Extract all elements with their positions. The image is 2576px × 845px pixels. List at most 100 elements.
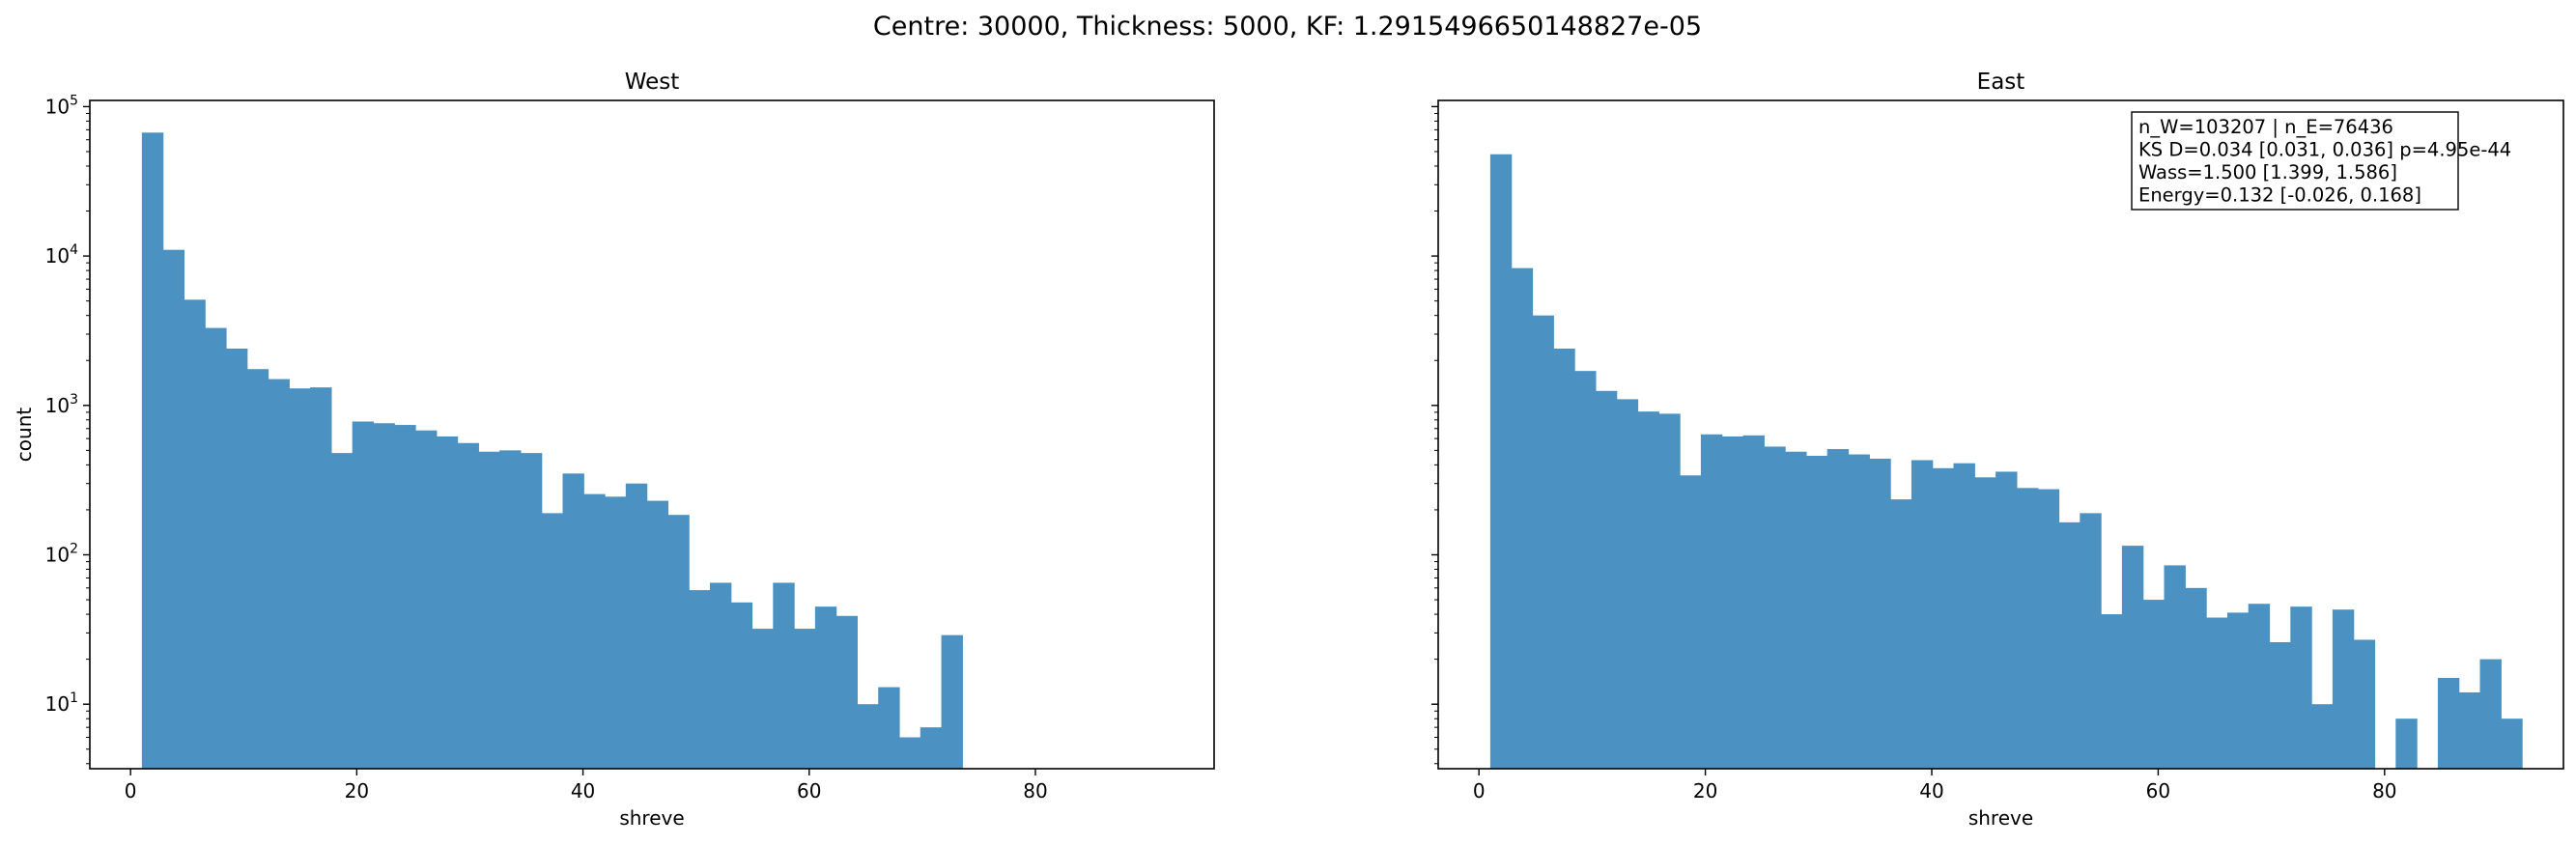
x-axis-label: shreve [619,806,684,830]
panel-title: West [625,70,680,95]
histogram-bar [2458,691,2481,769]
y-tick-label: 105 [45,93,78,118]
y-tick-label: 101 [45,690,78,716]
histogram-bar [1511,268,1534,769]
y-tick-base: 10 [45,692,70,716]
histogram-bar [184,299,206,769]
histogram-bar [1532,315,1554,769]
axes-frame [89,99,1215,770]
histogram-bar [1911,460,1934,769]
x-tick-label: 0 [1473,779,1486,803]
histogram-bar [1848,454,1870,769]
histogram-bar [2016,488,2039,769]
histogram-bar [1974,477,1996,769]
histogram-bar [794,629,816,769]
y-tick-label: 104 [45,242,78,268]
x-tick-label: 0 [125,779,137,803]
histogram-bar [1764,446,1786,769]
histogram-bar [2269,642,2291,769]
histogram-bar [1616,399,1639,769]
y-tick-exponent: 3 [70,392,78,408]
histogram-bar [646,500,668,769]
y-tick-exponent: 1 [70,690,78,706]
x-tick-label: 80 [1023,779,1047,803]
histogram-bar [2101,614,2123,769]
histogram-bar [330,453,354,769]
histogram-bar [583,493,606,769]
histogram-bar [2248,604,2271,769]
histogram-bar [1953,463,1975,769]
histogram-bar [1826,449,1850,769]
figure-suptitle: Centre: 30000, Thickness: 5000, KF: 1.29… [873,12,1702,42]
histogram-bar [1805,455,1828,769]
histogram-bar [2226,612,2250,769]
histogram-bar [2332,609,2355,769]
histogram-bar [2121,546,2144,769]
histogram-bar [689,590,711,769]
histogram-bar [1595,390,1618,769]
histogram-bar [878,687,900,769]
histogram-bar [2353,639,2376,769]
histogram-bar [2437,677,2460,769]
histogram-bar [310,387,332,769]
stats-line: Energy=0.132 [-0.026, 0.168] [2138,184,2421,207]
histogram-bar [1489,154,1513,770]
histogram-bar [268,379,290,769]
histogram-bar [141,132,164,769]
histogram-bar [162,249,185,769]
stats-box [2131,111,2459,211]
y-tick-exponent: 2 [70,542,78,557]
histogram-bar [2311,704,2334,769]
histogram-bar [898,737,921,769]
histogram-bar [415,430,438,769]
histogram-bar [667,515,690,769]
histogram-bar [1932,467,1955,769]
histogram-bar [920,727,943,769]
y-tick-base: 10 [45,244,70,268]
x-tick-label: 60 [797,779,821,803]
histogram-bar [1700,434,1723,769]
histogram-bar [1553,348,1575,769]
histogram-bar [1658,413,1681,769]
histogram-bar [625,483,648,769]
stats-line: n_W=103207 | n_E=76436 [2138,116,2393,138]
stats-line: KS D=0.034 [0.031, 0.036] p=4.95e-44 [2138,139,2511,161]
histogram-bar [373,423,395,769]
histogram-bar [2206,617,2228,769]
y-tick-label: 102 [45,542,78,567]
histogram-bar [1637,411,1659,769]
histogram-bar [2080,513,2102,769]
y-tick-base: 10 [45,544,70,567]
histogram-bar [289,388,311,769]
stats-line: Wass=1.500 [1.399, 1.586] [2138,161,2397,183]
histogram-bar [941,634,963,769]
histogram-bar [1721,436,1744,769]
histogram-bar [246,369,269,769]
histogram-bar [352,421,375,769]
histogram-bar [1785,451,1807,769]
histogram-bar [205,327,227,769]
histogram-bar [499,450,522,769]
y-tick-exponent: 4 [70,242,78,258]
x-tick-label: 20 [1693,779,1717,803]
y-tick-base: 10 [45,394,70,417]
histogram-bar [2058,521,2081,769]
x-tick-label: 80 [2372,779,2396,803]
histogram-bar [2037,489,2060,769]
histogram-bar [2142,600,2166,769]
y-tick-exponent: 5 [70,93,78,108]
histogram-bar [709,582,732,769]
histogram-bar [1869,458,1891,769]
x-tick-label: 40 [571,779,595,803]
panel-title: East [1977,70,2025,95]
axes-frame [1437,99,2564,770]
x-tick-label: 60 [2146,779,2170,803]
histogram-bar [835,615,859,769]
histogram-bar [436,436,459,769]
histogram-bar [2185,587,2207,769]
histogram-bar [2290,606,2312,769]
histogram-bar [541,513,564,769]
histogram-bar [562,473,584,769]
